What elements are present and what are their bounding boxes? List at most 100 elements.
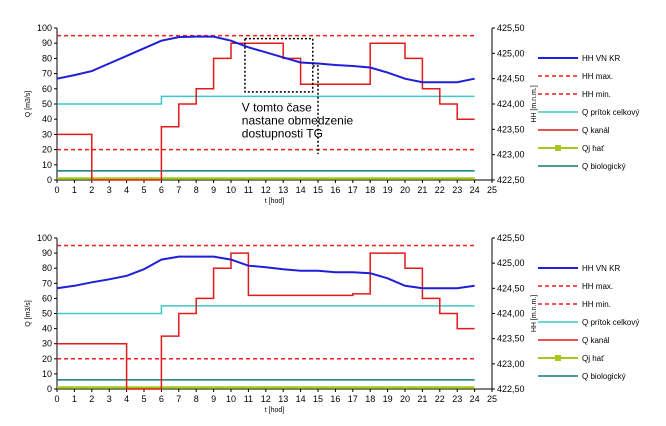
- y-tick-label: 50: [42, 309, 52, 319]
- x-tick-label: 18: [365, 185, 375, 195]
- y2-tick-label: 425,50: [497, 23, 525, 33]
- series-line-q-pritok-celkovy: [57, 95, 475, 105]
- x-tick-label: 16: [330, 394, 340, 404]
- legend-label-hh-vn-kr: HH VN KR: [582, 264, 620, 273]
- legend-label-hh-max: HH max.: [582, 72, 613, 81]
- x-tick-label: 17: [348, 394, 358, 404]
- x-tick-label: 14: [296, 185, 306, 195]
- y2-tick-label: 423,00: [497, 359, 525, 369]
- y2-tick-label: 424,00: [497, 99, 525, 109]
- series-line-hh-vn-kr: [56, 255, 475, 290]
- y-tick-label: 80: [42, 263, 52, 273]
- x-tick-label: 24: [470, 185, 480, 195]
- legend-marker-qj-hat: [555, 145, 561, 151]
- legend-label-hh-min: HH min.: [582, 300, 611, 309]
- x-tick-label: 14: [296, 394, 306, 404]
- x-tick-label: 21: [417, 394, 427, 404]
- x-tick-label: 2: [89, 185, 94, 195]
- x-axis-label: t [hod]: [265, 198, 285, 205]
- y2-axis-label: HH [m.n.m.]: [531, 85, 538, 122]
- y-tick-label: 100: [37, 233, 52, 243]
- legend-marker-qj-hat: [555, 355, 561, 361]
- y-tick-label: 40: [42, 324, 52, 334]
- y2-tick-label: 423,50: [497, 334, 525, 344]
- y-tick-label: 50: [42, 99, 52, 109]
- x-tick-label: 1: [72, 185, 77, 195]
- legend-label-qj-hat: Qj hať: [582, 354, 605, 363]
- y2-tick-label: 424,50: [497, 283, 525, 293]
- y2-tick-label: 422,50: [497, 175, 525, 185]
- y-tick-label: 0: [47, 384, 52, 394]
- x-tick-label: 13: [278, 394, 288, 404]
- x-tick-label: 9: [211, 394, 216, 404]
- legend-label-hh-vn-kr: HH VN KR: [582, 54, 620, 63]
- legend-label-q-pritok-celkovy: Q prítok celkový: [582, 108, 639, 117]
- x-tick-label: 11: [244, 394, 253, 404]
- y-tick-label: 30: [42, 129, 52, 139]
- legend-label-q-biologicky: Q biologický: [582, 162, 626, 171]
- legend-label-q-kanal: Q kanál: [582, 126, 610, 135]
- y-tick-label: 70: [42, 69, 52, 79]
- legend-label-q-pritok-celkovy: Q prítok celkový: [582, 318, 639, 327]
- x-tick-label: 6: [159, 394, 164, 404]
- x-tick-label: 13: [278, 185, 288, 195]
- x-tick-label: 16: [330, 185, 340, 195]
- y-tick-label: 90: [42, 248, 52, 258]
- x-tick-label: 3: [107, 185, 112, 195]
- y-tick-label: 60: [42, 84, 52, 94]
- x-tick-label: 10: [226, 394, 236, 404]
- x-tick-label: 19: [383, 185, 393, 195]
- y2-tick-label: 425,00: [497, 258, 525, 268]
- annotation-pointer: [312, 65, 319, 155]
- y-tick-label: 40: [42, 114, 52, 124]
- x-tick-label: 23: [452, 394, 462, 404]
- x-tick-label: 22: [435, 185, 445, 195]
- x-tick-label: 1: [72, 394, 77, 404]
- y-tick-label: 70: [42, 278, 52, 288]
- x-tick-label: 8: [194, 394, 199, 404]
- series-line-q-pritok-celkovy: [57, 305, 475, 315]
- x-tick-label: 15: [313, 185, 323, 195]
- annotation-text-line: nastane obmedzenie: [242, 114, 354, 128]
- y-tick-label: 20: [42, 354, 52, 364]
- y-axis-label: Q [m3/s]: [25, 300, 32, 327]
- legend-label-q-biologicky: Q biologický: [582, 372, 626, 381]
- x-tick-label: 5: [141, 394, 146, 404]
- annotation-box: [244, 37, 314, 93]
- x-tick-label: 11: [244, 185, 253, 195]
- legend-label-qj-hat: Qj hať: [582, 144, 605, 153]
- series-line-hh-vn-kr: [56, 35, 475, 84]
- y-tick-label: 100: [37, 23, 52, 33]
- x-tick-label: 23: [452, 185, 462, 195]
- x-tick-label: 0: [54, 394, 59, 404]
- x-tick-label: 18: [365, 394, 375, 404]
- y-tick-label: 0: [47, 175, 52, 185]
- x-tick-label: 4: [124, 394, 129, 404]
- y-tick-label: 80: [42, 53, 52, 63]
- x-tick-label: 8: [194, 185, 199, 195]
- chart-top: 0102030405060708090100422,50423,00423,50…: [25, 23, 639, 205]
- annotation-text-line: dostupnosti TG: [242, 127, 323, 141]
- y2-tick-label: 423,00: [497, 150, 525, 160]
- x-tick-label: 9: [211, 185, 216, 195]
- y2-axis-label: HH [m.n.m.]: [531, 295, 538, 332]
- y2-tick-label: 424,00: [497, 309, 525, 319]
- y-tick-label: 30: [42, 339, 52, 349]
- x-tick-label: 24: [470, 394, 480, 404]
- series-line-q-kanal: [57, 252, 475, 390]
- x-tick-label: 0: [54, 185, 59, 195]
- x-tick-label: 7: [176, 394, 181, 404]
- y-tick-label: 10: [42, 160, 52, 170]
- x-tick-label: 10: [226, 185, 236, 195]
- y2-tick-label: 423,50: [497, 124, 525, 134]
- legend-label-hh-max: HH max.: [582, 282, 613, 291]
- x-tick-label: 25: [487, 394, 497, 404]
- y-tick-label: 20: [42, 145, 52, 155]
- x-tick-label: 12: [261, 394, 271, 404]
- x-tick-label: 7: [176, 185, 181, 195]
- x-tick-label: 4: [124, 185, 129, 195]
- x-tick-label: 22: [435, 394, 445, 404]
- x-tick-label: 17: [348, 185, 358, 195]
- x-tick-label: 21: [417, 185, 427, 195]
- x-axis-label: t [hod]: [265, 407, 285, 414]
